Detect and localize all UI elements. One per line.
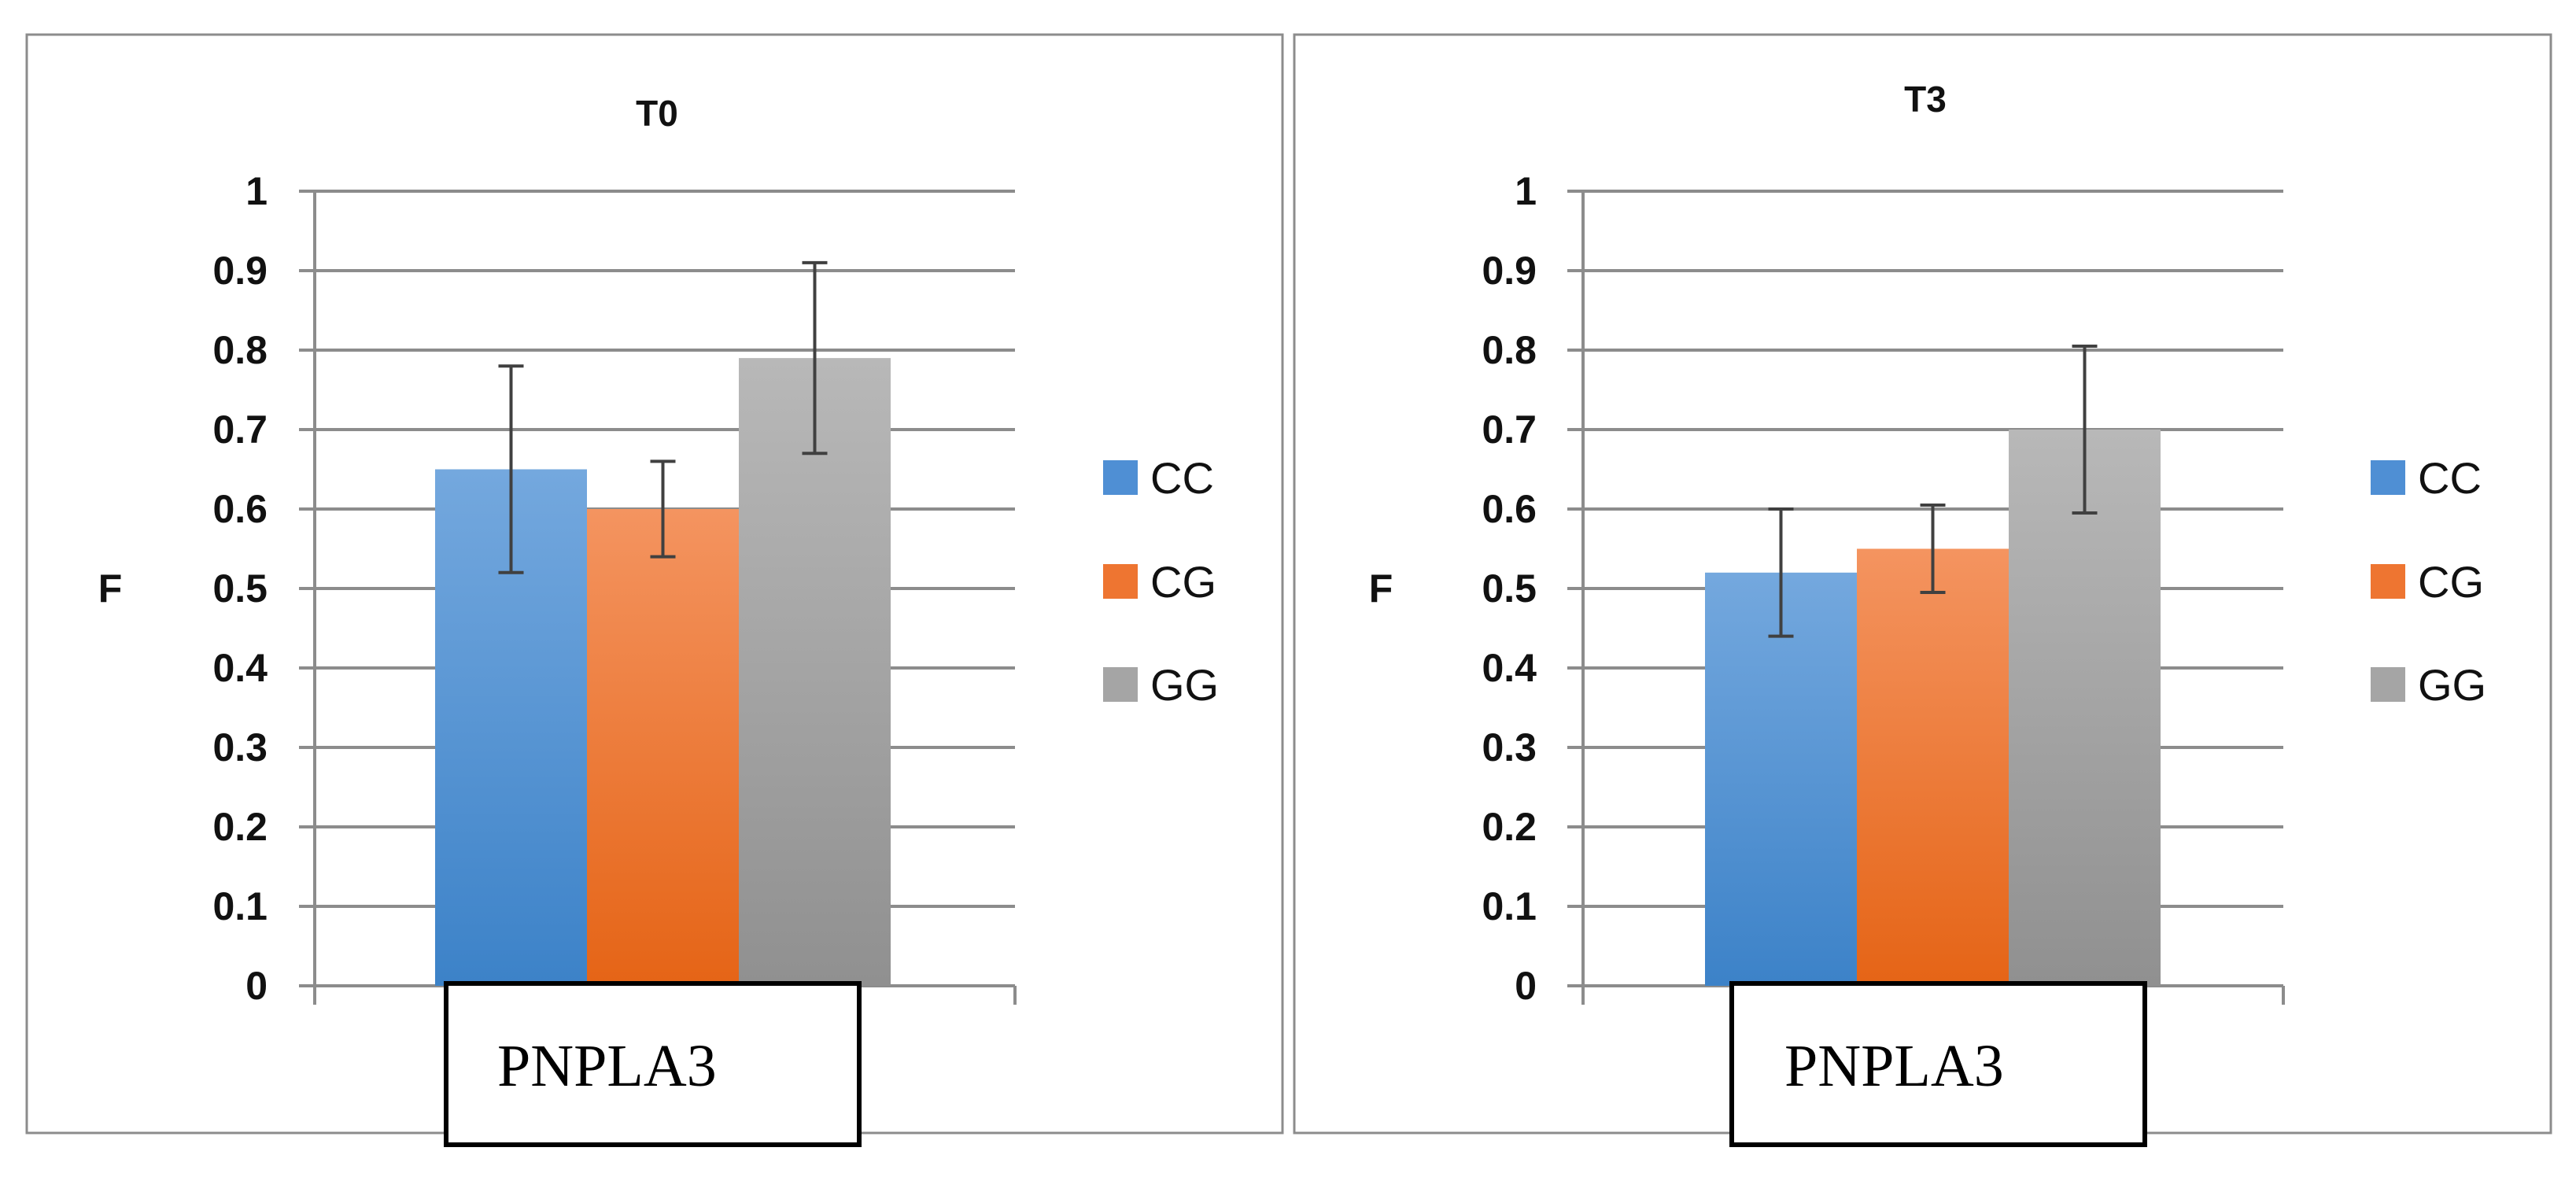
bar-gg <box>2009 430 2161 986</box>
y-tick-label: 0.6 <box>1482 487 1537 531</box>
y-tick-label: 0.2 <box>212 805 268 849</box>
y-tick-label: 0.5 <box>1482 566 1537 611</box>
y-tick-label: 0.6 <box>212 487 268 531</box>
y-tick-label: 1 <box>245 169 268 213</box>
y-axis-label: F <box>1369 566 1393 611</box>
legend-swatch-gg <box>2371 667 2405 702</box>
y-axis-label: F <box>98 566 123 611</box>
y-tick-label: 0.3 <box>1482 725 1537 769</box>
bar-gg <box>739 358 891 987</box>
y-tick-label: 0.4 <box>212 646 268 690</box>
y-tick-label: 0.7 <box>212 408 268 452</box>
legend-swatch-gg <box>1103 667 1138 702</box>
legend-label-gg: GG <box>1150 660 1219 710</box>
bar-cg <box>1857 548 2009 986</box>
x-category-box <box>444 981 862 1147</box>
chart-panel-t0: T0 0 0.1 0.2 0.3 0.4 0.5 0.6 0.7 0.8 0.9 1 F CC CG GG PN… <box>25 33 1284 1147</box>
y-tick-label: 0.9 <box>1482 249 1537 293</box>
y-tick-label: 0.3 <box>212 725 268 769</box>
y-tick-label: 0.2 <box>1482 805 1537 849</box>
legend-swatch-cc <box>1103 460 1138 495</box>
y-tick-label: 0.5 <box>212 566 268 611</box>
x-category-label: PNPLA3 <box>497 1033 717 1099</box>
legend-label-cc: CC <box>1150 453 1214 503</box>
legend-swatch-cc <box>2371 460 2405 495</box>
chart-panel-t3: T3 0 0.1 0.2 0.3 0.4 0.5 0.6 0.7 0.8 0.9 1 F CC CG GG PN… <box>1293 33 2552 1147</box>
x-category-label: PNPLA3 <box>1784 1033 2004 1099</box>
y-tick-label: 0.1 <box>212 884 268 928</box>
y-tick-label: 0 <box>1515 964 1537 1008</box>
chart-title: T0 <box>636 93 678 134</box>
legend-swatch-cg <box>2371 564 2405 599</box>
y-tick-label: 0.8 <box>1482 328 1537 372</box>
chart-title: T3 <box>1904 79 1947 120</box>
y-tick-label: 0.8 <box>212 328 268 372</box>
legend-label-cg: CG <box>1150 557 1216 607</box>
y-tick-label: 0 <box>245 964 268 1008</box>
y-tick-label: 0.1 <box>1482 884 1537 928</box>
y-tick-label: 0.9 <box>212 249 268 293</box>
legend-label-cg: CG <box>2418 557 2484 607</box>
bar-cc <box>1705 572 1857 986</box>
y-tick-label: 0.7 <box>1482 408 1537 452</box>
y-tick-label: 0.4 <box>1482 646 1537 690</box>
x-category-box <box>1729 981 2147 1147</box>
legend-label-gg: GG <box>2418 660 2486 710</box>
bar-cg <box>587 509 739 986</box>
legend-swatch-cg <box>1103 564 1138 599</box>
y-tick-label: 1 <box>1515 169 1537 213</box>
legend-label-cc: CC <box>2418 453 2482 503</box>
